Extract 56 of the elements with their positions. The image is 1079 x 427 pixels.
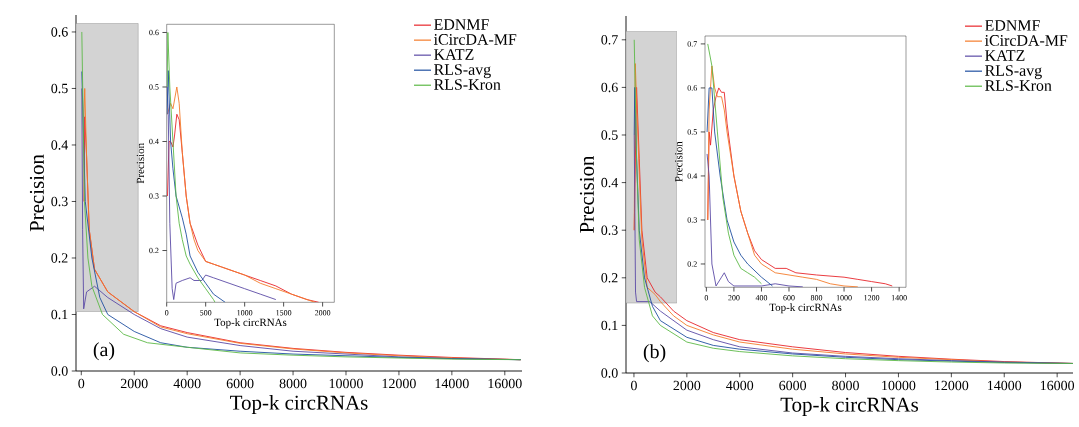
x-tick-label: 14000: [988, 380, 1022, 391]
y-tick-label: 0.6: [601, 82, 618, 93]
y-tick-label: 0.4: [51, 140, 69, 150]
x-tick-label: 2000: [673, 380, 701, 391]
y-tick-label: 0.0: [51, 366, 68, 376]
annotation: (a): [93, 342, 115, 361]
y-tick-label: 0.3: [51, 196, 68, 207]
legend-label: iCircDA-MF: [433, 34, 517, 45]
legend-label: EDNMF: [434, 19, 489, 30]
x-tick-label: 8000: [832, 380, 859, 391]
x-tick-label: 0: [78, 378, 85, 389]
line-series: [707, 43, 762, 285]
y-tick-label: 0.2: [601, 273, 618, 283]
x-tick-label: 4000: [173, 378, 201, 389]
x-tick-label: 0: [630, 380, 637, 391]
x-axis-title: Top-k circRNAs: [780, 397, 919, 416]
legend-label: iCircDA-MF: [984, 35, 1068, 46]
x-tick-label: 16000: [1040, 380, 1075, 391]
legend-label: RLS-Kron: [985, 80, 1052, 91]
line-series: [166, 32, 216, 303]
y-tick-label: 0.3: [601, 225, 618, 235]
legend-label: EDNMF: [985, 20, 1040, 31]
y-axis-title: Precision: [29, 154, 44, 232]
x-tick-label: 10000: [882, 380, 916, 391]
y-axis-title: Precision: [579, 155, 594, 233]
legend-label: RLS-Kron: [434, 79, 501, 90]
y-tick-label: 0.7: [601, 35, 618, 45]
x-tick-label: 2000: [120, 378, 148, 389]
x-tick-label: 16000: [488, 378, 522, 389]
y-tick-label: 0.5: [601, 130, 618, 140]
legend-label: RLS-avg: [434, 64, 491, 79]
legend-label: KATZ: [434, 49, 474, 60]
line-series: [706, 87, 773, 287]
x-axis-title: Top-k circRNAs: [214, 318, 287, 329]
x-tick-label: 6000: [226, 378, 254, 389]
x-tick-label: 4000: [726, 380, 754, 391]
x-tick-label: 10000: [329, 378, 363, 389]
annotation: (b): [643, 344, 666, 363]
y-tick-label: 0.1: [601, 320, 618, 331]
y-tick-label: 0.4: [601, 177, 619, 188]
y-tick-label: 0.1: [51, 309, 68, 320]
legend-label: KATZ: [985, 50, 1025, 61]
y-tick-label: 0.6: [51, 27, 68, 37]
x-tick-label: 12000: [935, 380, 969, 391]
x-tick-label: 14000: [435, 378, 469, 389]
y-axis-title: Precision: [136, 143, 145, 184]
y-tick-label: 0.5: [51, 83, 68, 94]
x-axis-title: Top-k circRNAs: [230, 395, 368, 414]
y-axis-title: Precision: [675, 141, 683, 182]
x-tick-label: 6000: [779, 380, 807, 391]
y-tick-label: 0.0: [601, 368, 618, 378]
x-tick-label: 12000: [382, 378, 416, 389]
x-tick-label: 8000: [279, 378, 307, 389]
legend-label: RLS-avg: [985, 65, 1042, 80]
x-axis-title: Top-k circRNAs: [769, 303, 842, 314]
y-tick-label: 0.2: [51, 253, 68, 263]
